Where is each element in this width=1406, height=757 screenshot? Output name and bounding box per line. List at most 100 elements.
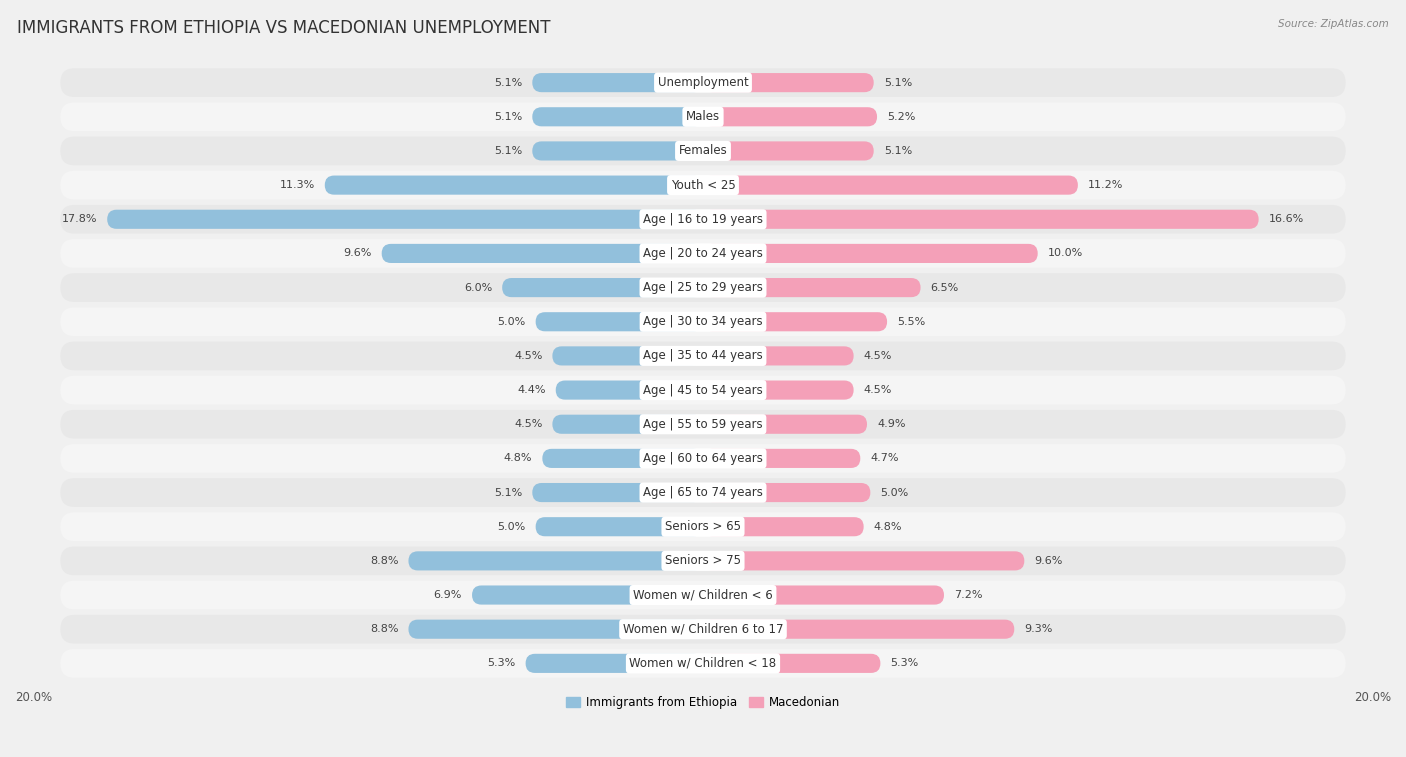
Text: Women w/ Children < 18: Women w/ Children < 18 (630, 657, 776, 670)
FancyBboxPatch shape (703, 620, 1014, 639)
Text: 5.1%: 5.1% (494, 112, 522, 122)
Text: 4.4%: 4.4% (517, 385, 546, 395)
FancyBboxPatch shape (502, 278, 703, 298)
FancyBboxPatch shape (703, 654, 880, 673)
FancyBboxPatch shape (60, 68, 1346, 97)
Text: Age | 65 to 74 years: Age | 65 to 74 years (643, 486, 763, 499)
FancyBboxPatch shape (60, 307, 1346, 336)
Text: 16.6%: 16.6% (1268, 214, 1303, 224)
FancyBboxPatch shape (107, 210, 703, 229)
FancyBboxPatch shape (553, 415, 703, 434)
FancyBboxPatch shape (533, 142, 703, 160)
FancyBboxPatch shape (533, 483, 703, 502)
FancyBboxPatch shape (381, 244, 703, 263)
Text: 5.3%: 5.3% (890, 659, 918, 668)
Text: 5.1%: 5.1% (494, 146, 522, 156)
FancyBboxPatch shape (60, 375, 1346, 404)
Text: 9.6%: 9.6% (1035, 556, 1063, 566)
Text: Unemployment: Unemployment (658, 76, 748, 89)
Text: 4.8%: 4.8% (503, 453, 533, 463)
Text: 5.1%: 5.1% (884, 146, 912, 156)
Text: 4.5%: 4.5% (515, 419, 543, 429)
FancyBboxPatch shape (60, 581, 1346, 609)
FancyBboxPatch shape (533, 73, 703, 92)
Text: Seniors > 65: Seniors > 65 (665, 520, 741, 533)
Text: 10.0%: 10.0% (1047, 248, 1083, 258)
FancyBboxPatch shape (703, 142, 873, 160)
Text: 5.3%: 5.3% (488, 659, 516, 668)
FancyBboxPatch shape (703, 551, 1025, 571)
Text: Age | 20 to 24 years: Age | 20 to 24 years (643, 247, 763, 260)
Text: 5.1%: 5.1% (884, 78, 912, 88)
Text: Age | 25 to 29 years: Age | 25 to 29 years (643, 281, 763, 294)
FancyBboxPatch shape (536, 517, 703, 536)
Text: Age | 35 to 44 years: Age | 35 to 44 years (643, 350, 763, 363)
Text: 9.3%: 9.3% (1025, 625, 1053, 634)
FancyBboxPatch shape (472, 585, 703, 605)
Text: 11.2%: 11.2% (1088, 180, 1123, 190)
Text: 4.5%: 4.5% (515, 351, 543, 361)
Text: 8.8%: 8.8% (370, 556, 398, 566)
FancyBboxPatch shape (703, 210, 1258, 229)
FancyBboxPatch shape (553, 347, 703, 366)
Text: 6.9%: 6.9% (433, 590, 463, 600)
Text: 17.8%: 17.8% (62, 214, 97, 224)
FancyBboxPatch shape (703, 73, 873, 92)
Text: 6.5%: 6.5% (931, 282, 959, 293)
Text: 8.8%: 8.8% (370, 625, 398, 634)
Text: 11.3%: 11.3% (280, 180, 315, 190)
Text: Women w/ Children 6 to 17: Women w/ Children 6 to 17 (623, 623, 783, 636)
FancyBboxPatch shape (703, 347, 853, 366)
FancyBboxPatch shape (703, 176, 1078, 195)
FancyBboxPatch shape (60, 547, 1346, 575)
Text: Age | 45 to 54 years: Age | 45 to 54 years (643, 384, 763, 397)
Text: 4.8%: 4.8% (873, 522, 903, 531)
Text: 5.5%: 5.5% (897, 316, 925, 327)
FancyBboxPatch shape (409, 620, 703, 639)
FancyBboxPatch shape (703, 278, 921, 298)
Text: Age | 16 to 19 years: Age | 16 to 19 years (643, 213, 763, 226)
Text: Source: ZipAtlas.com: Source: ZipAtlas.com (1278, 19, 1389, 29)
Text: 5.0%: 5.0% (498, 522, 526, 531)
Text: Youth < 25: Youth < 25 (671, 179, 735, 192)
FancyBboxPatch shape (526, 654, 703, 673)
FancyBboxPatch shape (60, 649, 1346, 678)
Text: 4.7%: 4.7% (870, 453, 898, 463)
FancyBboxPatch shape (536, 312, 703, 332)
FancyBboxPatch shape (409, 551, 703, 571)
FancyBboxPatch shape (703, 585, 943, 605)
Text: 5.0%: 5.0% (880, 488, 908, 497)
FancyBboxPatch shape (325, 176, 703, 195)
FancyBboxPatch shape (60, 444, 1346, 472)
FancyBboxPatch shape (703, 415, 868, 434)
Text: Seniors > 75: Seniors > 75 (665, 554, 741, 568)
Text: 4.5%: 4.5% (863, 385, 891, 395)
FancyBboxPatch shape (60, 171, 1346, 199)
FancyBboxPatch shape (60, 239, 1346, 268)
Text: Age | 30 to 34 years: Age | 30 to 34 years (643, 315, 763, 329)
FancyBboxPatch shape (60, 102, 1346, 131)
Text: 5.1%: 5.1% (494, 488, 522, 497)
FancyBboxPatch shape (555, 381, 703, 400)
Text: Age | 60 to 64 years: Age | 60 to 64 years (643, 452, 763, 465)
FancyBboxPatch shape (703, 381, 853, 400)
Text: Females: Females (679, 145, 727, 157)
FancyBboxPatch shape (60, 615, 1346, 643)
FancyBboxPatch shape (60, 205, 1346, 234)
FancyBboxPatch shape (60, 410, 1346, 438)
FancyBboxPatch shape (60, 341, 1346, 370)
Text: Males: Males (686, 111, 720, 123)
FancyBboxPatch shape (60, 478, 1346, 507)
Text: 9.6%: 9.6% (343, 248, 371, 258)
Text: 4.5%: 4.5% (863, 351, 891, 361)
Text: 5.2%: 5.2% (887, 112, 915, 122)
FancyBboxPatch shape (60, 136, 1346, 165)
FancyBboxPatch shape (60, 512, 1346, 541)
FancyBboxPatch shape (60, 273, 1346, 302)
FancyBboxPatch shape (533, 107, 703, 126)
FancyBboxPatch shape (703, 312, 887, 332)
FancyBboxPatch shape (703, 517, 863, 536)
Text: 7.2%: 7.2% (955, 590, 983, 600)
Legend: Immigrants from Ethiopia, Macedonian: Immigrants from Ethiopia, Macedonian (561, 692, 845, 714)
FancyBboxPatch shape (703, 244, 1038, 263)
